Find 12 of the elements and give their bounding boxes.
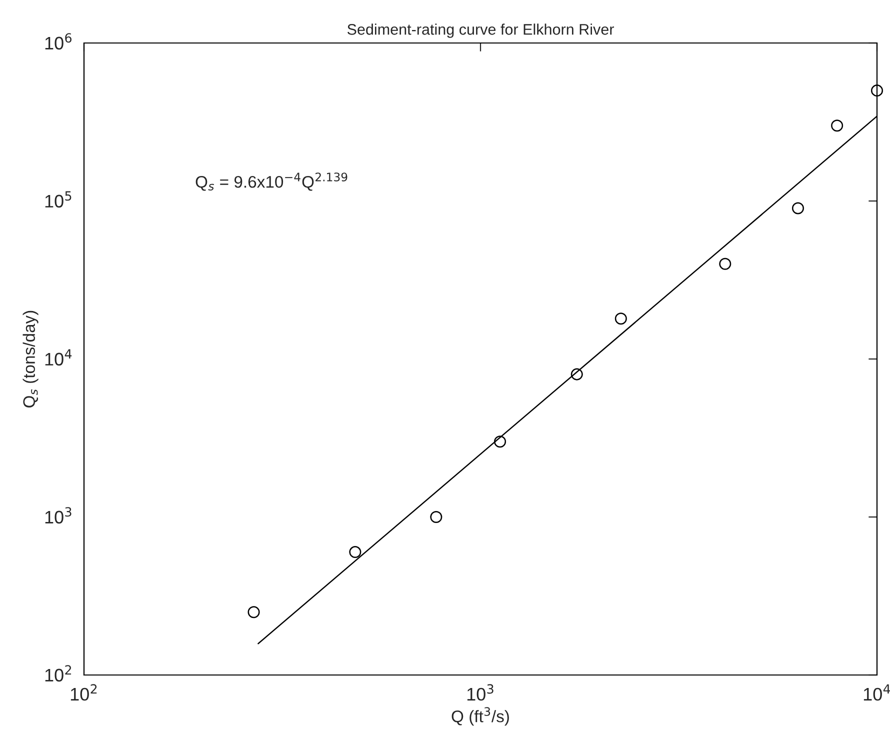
y-tick-label: 10$^{4}$ bbox=[45, 349, 72, 366]
y-tick-label: 10$^{6}$ bbox=[45, 33, 72, 50]
chart-title: Sediment-rating curve for Elkhorn River bbox=[347, 24, 614, 38]
y-axis-title: Q$_{s}$ (tons/day) bbox=[22, 310, 38, 408]
annotation: Q$_{s}$ = 9.6x10$^{−4}$Q$^{2.139}$ bbox=[196, 172, 348, 191]
y-tick-label: 10$^{5}$ bbox=[45, 191, 72, 208]
x-tick-label: 10$^{2}$ bbox=[70, 684, 97, 701]
x-tick-label: 10$^{4}$ bbox=[864, 684, 890, 701]
x-axis-title: Q (ft$^{3}$/s) bbox=[452, 707, 509, 726]
x-tick-label: 10$^{3}$ bbox=[467, 684, 494, 701]
y-tick-label: 10$^{2}$ bbox=[45, 665, 72, 682]
y-tick-label: 10$^{3}$ bbox=[45, 507, 72, 524]
